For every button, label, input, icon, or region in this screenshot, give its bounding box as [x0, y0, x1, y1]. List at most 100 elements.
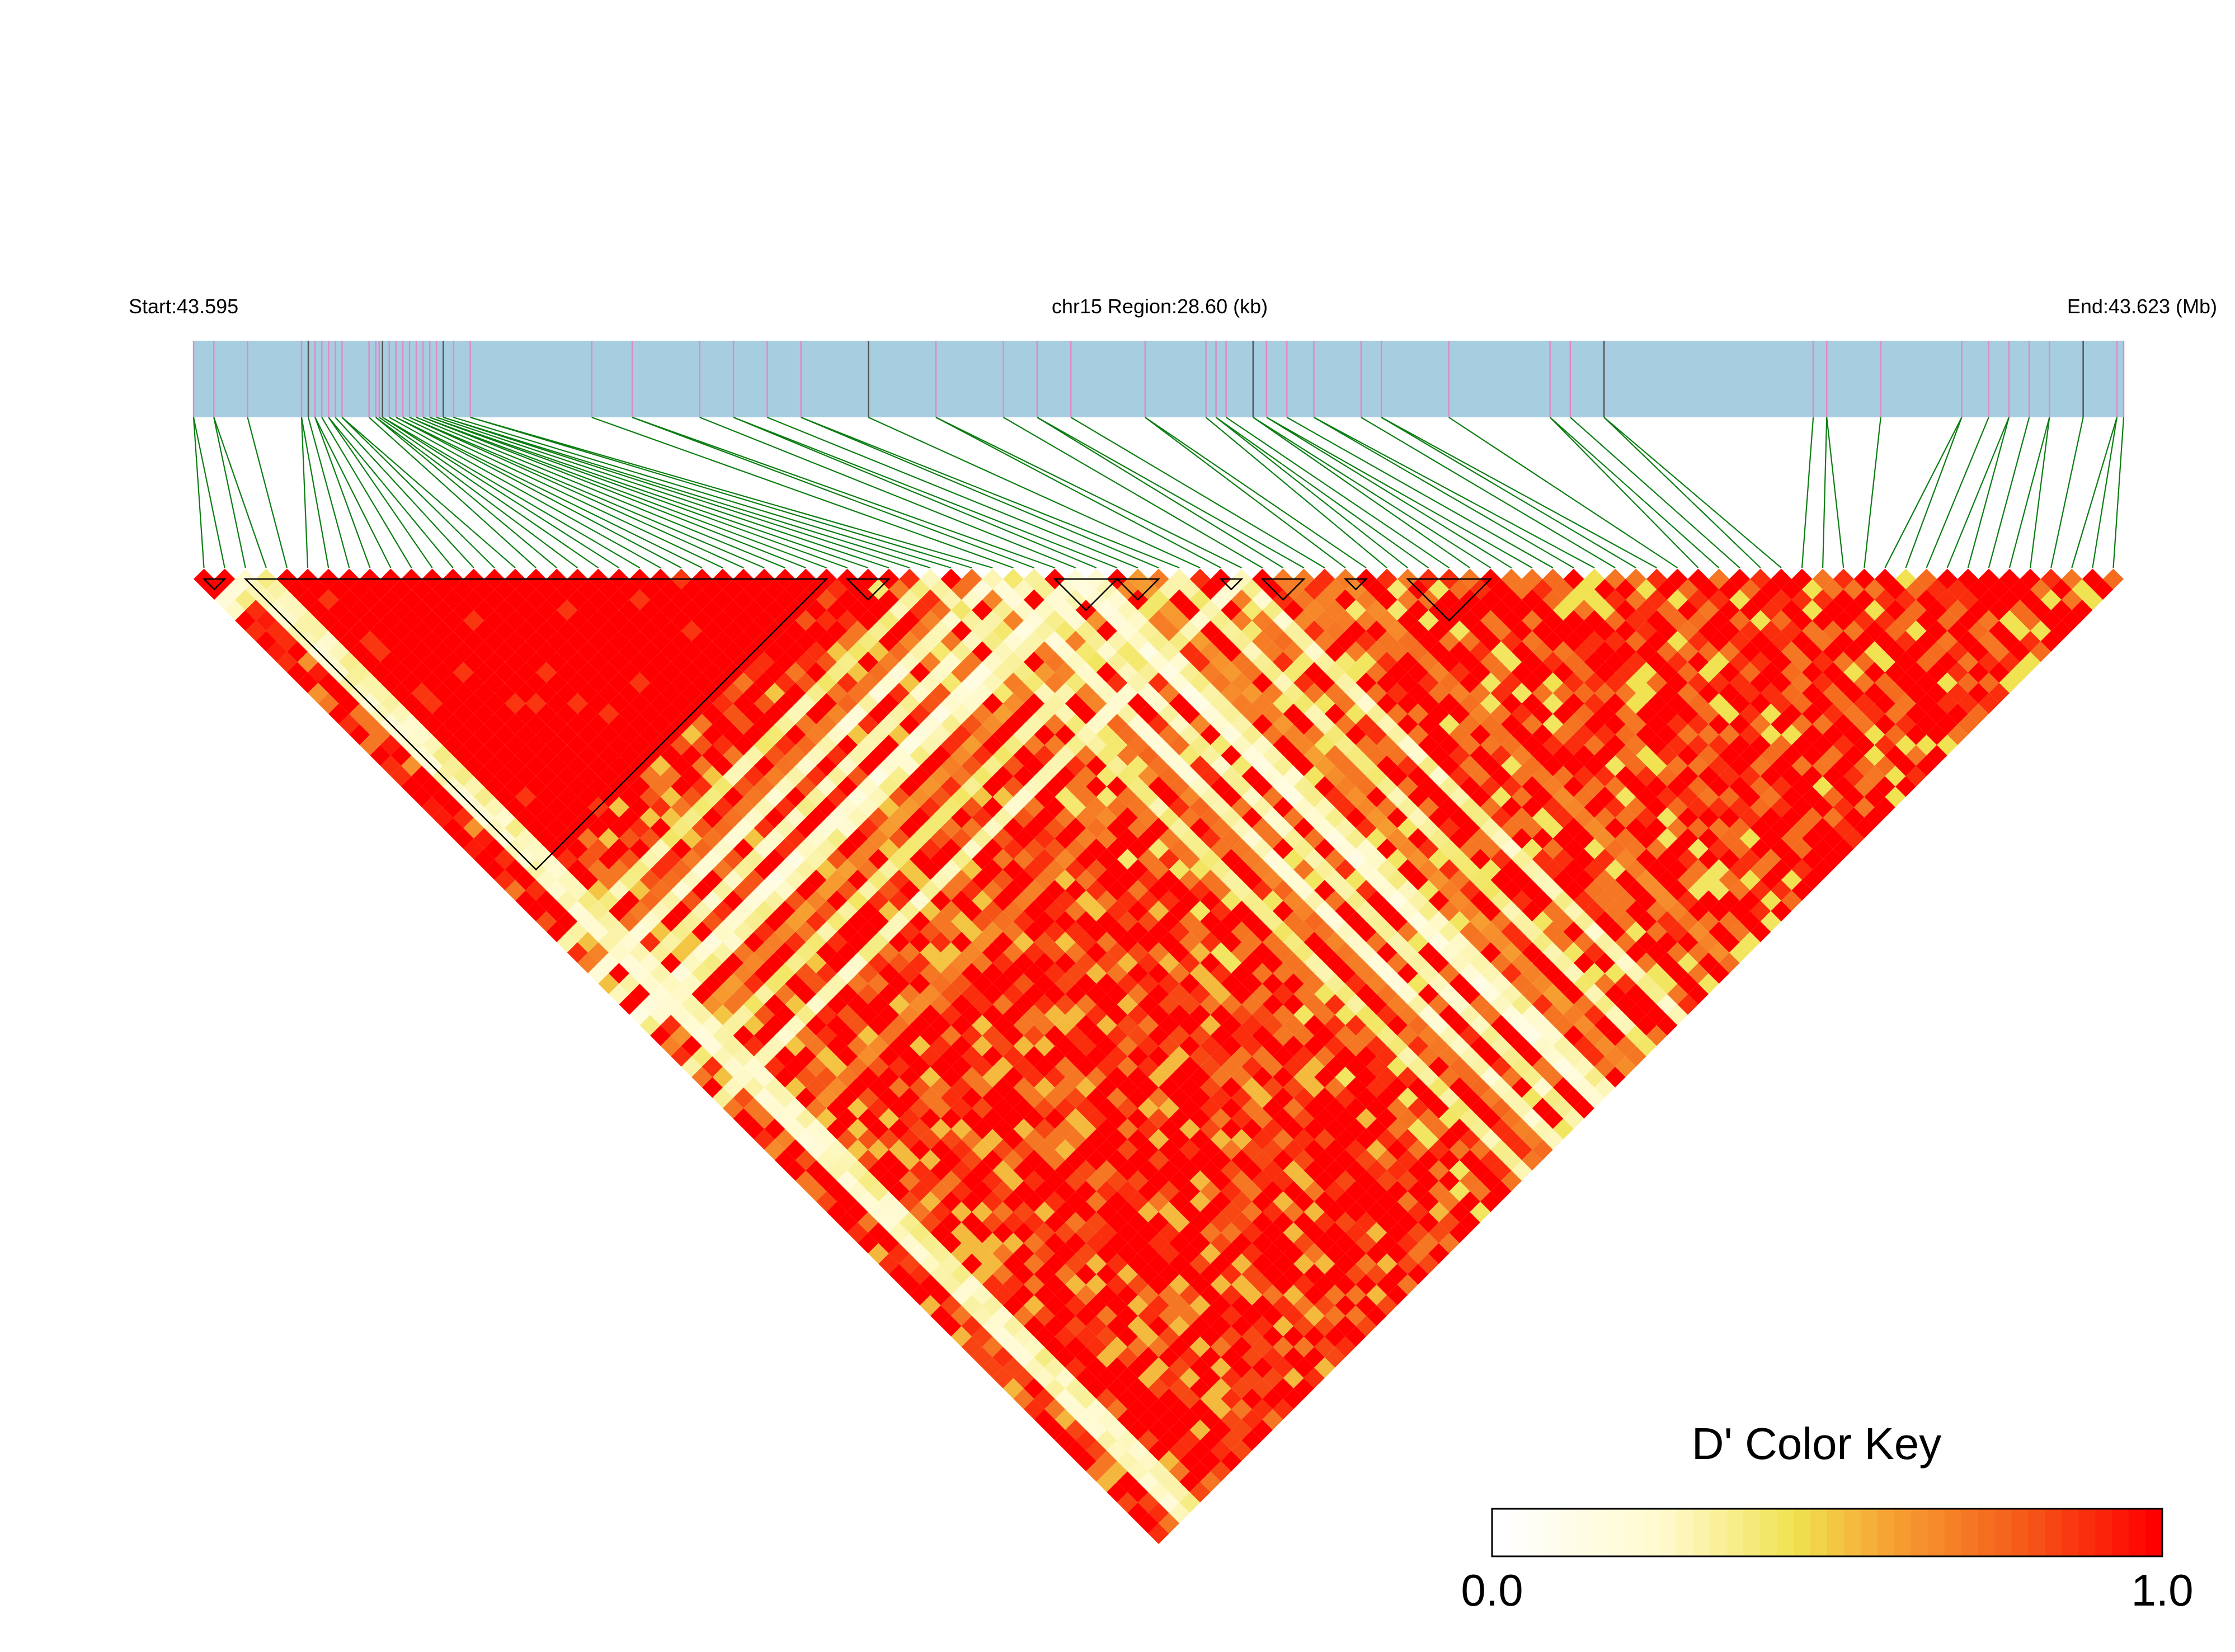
ld-cell [1314, 879, 1335, 901]
ld-cell [1210, 589, 1231, 610]
ld-cell [1013, 724, 1034, 745]
ld-cell [858, 1087, 879, 1108]
ld-cell [1055, 1264, 1076, 1285]
ld-cell [1376, 755, 1398, 776]
ld-cell [1905, 600, 1927, 621]
ld-cell [722, 786, 744, 808]
color-key-frame [1491, 1508, 2163, 1557]
snp-connector [409, 416, 744, 569]
ld-cell [567, 651, 588, 672]
ld-cell [1667, 1004, 1688, 1025]
ld-cell [785, 1118, 806, 1140]
ld-cell [1055, 1160, 1076, 1181]
ld-cell [473, 662, 495, 683]
ld-cell [972, 724, 993, 745]
ld-cell [1169, 1378, 1190, 1399]
snp-connector [1145, 417, 1346, 568]
ld-cell [1210, 879, 1231, 901]
ld-cell [733, 901, 754, 922]
ld-cell [1148, 630, 1169, 652]
ld-cell [1490, 849, 1512, 870]
ld-cell [515, 600, 537, 621]
ld-cell [2030, 641, 2052, 662]
ld-cell [1055, 745, 1076, 766]
ld-cell [754, 651, 775, 672]
ld-cell [1853, 610, 1875, 631]
ld-cell [2082, 589, 2103, 610]
ld-cell [1812, 859, 1833, 880]
ld-cell [1189, 672, 1211, 694]
ld-cell [1760, 641, 1781, 662]
ld-cell [930, 1160, 952, 1181]
ld-cell [1853, 630, 1875, 652]
ld-cell [1657, 1015, 1678, 1036]
ld-cell [1241, 1118, 1263, 1140]
ld-cell [1438, 1212, 1460, 1233]
ld-cell [1438, 901, 1460, 922]
ld-cell [1376, 963, 1398, 984]
ld-cell [961, 735, 982, 756]
ld-cell [1376, 942, 1398, 963]
ld-cell [1408, 1056, 1429, 1077]
ld-cell [1937, 714, 1958, 735]
ld-cell [702, 579, 723, 600]
ld-cell [1055, 1305, 1076, 1326]
snp-connector [1864, 417, 1881, 568]
ld-cell [1802, 724, 1823, 745]
ld-cell [1418, 651, 1439, 672]
ld-cell [1823, 849, 1844, 870]
ld-cell [1241, 1243, 1263, 1264]
ld-cell [868, 828, 889, 849]
ld-cell [1107, 838, 1128, 859]
ld-cell [1189, 651, 1211, 672]
ld-cell [920, 755, 941, 776]
ld-cell [909, 641, 930, 662]
ld-cell [494, 620, 515, 642]
ld-cell [598, 973, 619, 994]
ld-cell [702, 724, 723, 745]
ld-cell [1698, 786, 1719, 808]
ld-cell [1958, 630, 1979, 652]
snp-connector [300, 417, 330, 568]
ld-cell [1366, 1305, 1387, 1326]
ld-cell [785, 745, 806, 766]
ld-cell [660, 911, 681, 932]
ld-cell [1449, 952, 1470, 973]
ld-cell [982, 1357, 1003, 1378]
ld-cell [1449, 1180, 1470, 1202]
ld-cell [619, 890, 640, 911]
ld-cell [1449, 620, 1470, 642]
ld-cell [515, 683, 537, 704]
ld-cell [1905, 745, 1927, 766]
ld-cell [1189, 1481, 1211, 1503]
ld-cell [1532, 600, 1553, 621]
ld-cell [1169, 1315, 1190, 1337]
ld-cell [1646, 610, 1667, 631]
ld-cell [888, 724, 910, 745]
ld-cell [1044, 901, 1066, 922]
ld-cell [1314, 838, 1335, 859]
ld-cell [1729, 610, 1751, 631]
ld-cell [1646, 921, 1667, 943]
ld-cell [660, 869, 681, 891]
ld-cell [1366, 869, 1387, 891]
ld-cell [1739, 890, 1761, 911]
ld-cell [1273, 1212, 1294, 1233]
ld-cell [1428, 1118, 1450, 1140]
ld-cell [1335, 735, 1356, 756]
color-key-swatch [1693, 1509, 1711, 1556]
ld-cell [286, 579, 308, 600]
snp-connector [382, 417, 641, 568]
ld-cell [2061, 610, 2082, 631]
snp-connector [1381, 417, 1636, 568]
ld-cell [1999, 651, 2020, 672]
ld-cell [774, 983, 796, 1005]
ld-cell [1511, 641, 1532, 662]
ld-cell [992, 1222, 1014, 1244]
ld-cell [411, 765, 432, 787]
ld-cell [1179, 807, 1201, 829]
ld-cell [1324, 890, 1345, 911]
ld-cell [1584, 817, 1605, 839]
ld-cell [1044, 1295, 1066, 1316]
ld-cell [1864, 662, 1885, 683]
